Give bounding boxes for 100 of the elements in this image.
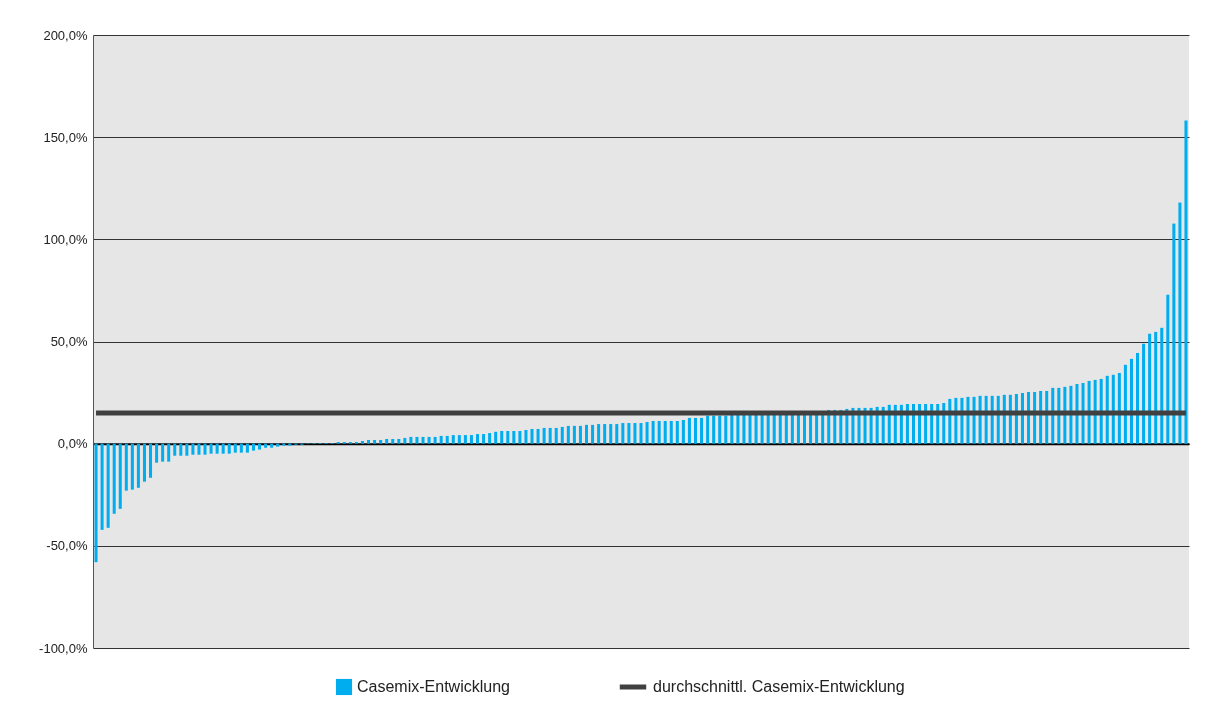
bar	[572, 425, 576, 444]
bar	[415, 436, 419, 444]
bar	[1184, 120, 1188, 444]
bar	[700, 417, 704, 444]
bar	[1087, 380, 1091, 444]
bar	[554, 427, 558, 444]
bar	[1166, 294, 1170, 444]
bar	[584, 424, 589, 444]
bar	[264, 443, 268, 448]
bar	[506, 431, 510, 444]
bar	[373, 439, 377, 444]
bar	[282, 443, 286, 446]
bar	[766, 413, 770, 444]
bar	[639, 423, 643, 444]
bar	[651, 420, 655, 444]
bar	[1099, 378, 1103, 444]
y-tick-label: 50,0%	[50, 334, 88, 349]
bar	[712, 415, 716, 444]
bar	[451, 435, 455, 444]
bar	[421, 436, 425, 444]
bar	[1093, 379, 1097, 444]
bar	[742, 414, 746, 444]
bar	[94, 443, 98, 563]
bar	[409, 436, 413, 444]
y-tick-label: 200,0%	[43, 27, 88, 43]
bar	[112, 443, 116, 514]
bar	[718, 415, 722, 444]
bar	[669, 420, 673, 444]
bar	[754, 413, 758, 444]
bar	[1033, 391, 1037, 444]
bar	[1117, 372, 1121, 444]
bar	[167, 443, 171, 462]
bar	[1154, 331, 1158, 444]
bar	[542, 427, 546, 444]
y-tick-label: 100,0%	[43, 231, 88, 247]
bar	[136, 443, 140, 488]
bar	[106, 443, 110, 528]
bar	[681, 419, 685, 444]
bar	[1075, 384, 1079, 444]
bar	[1136, 352, 1140, 444]
bar	[385, 438, 389, 444]
y-tick-label: -100,0%	[39, 640, 88, 656]
bar	[197, 443, 201, 455]
bar	[161, 443, 165, 462]
bar	[518, 431, 522, 444]
bar	[227, 443, 231, 454]
bar	[1148, 333, 1152, 444]
bar	[1178, 202, 1182, 444]
bar	[1142, 343, 1146, 444]
bar	[675, 420, 679, 444]
bar	[615, 424, 619, 444]
bar	[730, 414, 734, 444]
bar	[693, 417, 698, 444]
bar	[475, 434, 480, 444]
bar	[100, 443, 104, 530]
bar	[1129, 358, 1133, 444]
bar	[221, 443, 225, 454]
bar	[439, 435, 443, 444]
bar	[179, 443, 183, 456]
y-tick-label: 0,0%	[57, 436, 88, 452]
bar	[1051, 387, 1055, 444]
bar	[457, 435, 461, 444]
bar	[578, 425, 582, 444]
bar	[251, 443, 255, 451]
legend-label: durchschnittl. Casemix-Entwicklung	[653, 678, 905, 695]
bar	[530, 428, 534, 444]
bar	[500, 431, 504, 444]
bar	[609, 424, 613, 444]
bar	[433, 436, 437, 444]
bar	[185, 443, 189, 456]
bar	[482, 434, 486, 444]
y-tick-label: 150,0%	[43, 129, 88, 145]
bar	[142, 443, 146, 482]
bar	[130, 443, 134, 490]
bar	[173, 443, 177, 456]
bar	[403, 437, 407, 444]
bar	[687, 417, 691, 444]
bar	[391, 438, 395, 444]
bar	[512, 431, 516, 444]
bar	[1111, 374, 1115, 444]
bar	[597, 424, 601, 444]
bar	[239, 443, 243, 453]
bar	[603, 424, 607, 444]
bar	[379, 439, 383, 444]
bar	[621, 423, 625, 444]
bar	[524, 429, 528, 444]
bar	[566, 425, 570, 444]
bar	[245, 443, 249, 453]
bar	[736, 414, 740, 444]
bar	[706, 415, 710, 444]
bar	[258, 443, 262, 450]
bar	[270, 443, 274, 448]
bar	[367, 439, 371, 444]
bar	[397, 438, 401, 444]
bar	[663, 420, 667, 444]
bar	[191, 443, 195, 455]
bar	[1160, 327, 1164, 444]
bar	[633, 423, 637, 444]
bar	[463, 435, 467, 444]
bar	[748, 414, 752, 444]
